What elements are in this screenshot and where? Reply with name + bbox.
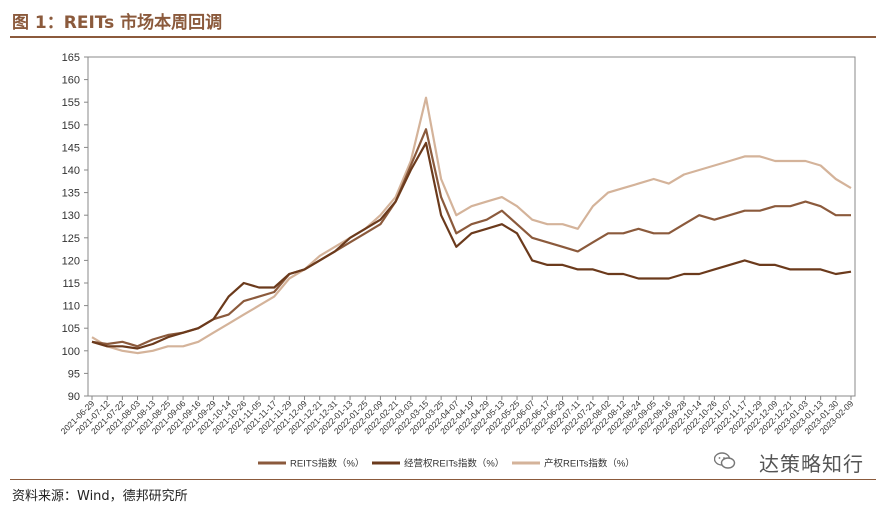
plot-frame	[87, 56, 856, 397]
chart-axes: 90 95 100 105 110 115 120 125 130 135 140 145 150 155…	[62, 52, 856, 403]
y-tick-label: 160	[62, 75, 80, 87]
series-line-1	[91, 141, 852, 350]
y-tick-label: 130	[62, 210, 80, 222]
y-tick-label: 90	[68, 391, 80, 403]
y-tick-label: 145	[62, 142, 80, 154]
series-line-0	[91, 128, 851, 348]
y-tick-label: 115	[62, 278, 80, 290]
y-tick-label: 125	[62, 233, 80, 245]
y-tick-label: 150	[62, 120, 80, 132]
legend-label-0: REITS指数（%）	[290, 458, 364, 470]
y-tick-label: 110	[62, 301, 80, 313]
y-tick-label: 105	[62, 323, 80, 335]
y-tick-label: 140	[62, 165, 80, 177]
chart-legend: REITS指数（%） 经营权REITs指数（%） 产权REITs指数（%）	[258, 458, 635, 470]
legend-label-1: 经营权REITs指数（%）	[404, 458, 504, 470]
y-tick-label: 155	[62, 97, 80, 109]
y-tick-label: 100	[62, 346, 80, 358]
series-line-2	[91, 96, 852, 355]
source-note: 资料来源：Wind，德邦研究所	[12, 489, 188, 504]
y-tick-label: 120	[62, 255, 80, 267]
y-tick-label: 135	[62, 188, 80, 200]
y-tick-label: 95	[68, 368, 80, 380]
figure-title: 图 1：REITs 市场本周回调	[12, 13, 223, 33]
series-lines	[91, 96, 852, 355]
source-divider	[10, 479, 876, 480]
legend-label-2: 产权REITs指数（%）	[544, 458, 635, 470]
wechat-icon	[714, 452, 736, 469]
title-divider	[10, 36, 876, 38]
line-chart: 90 95 100 105 110 115 120 125 130 135 140 145 150 155…	[59, 52, 856, 470]
y-tick-label: 165	[62, 52, 80, 64]
x-tick-labels: 2021-06-292021-07-122021-07-222021-08-03…	[59, 396, 856, 436]
watermark-text: 达策略知行	[759, 452, 864, 476]
